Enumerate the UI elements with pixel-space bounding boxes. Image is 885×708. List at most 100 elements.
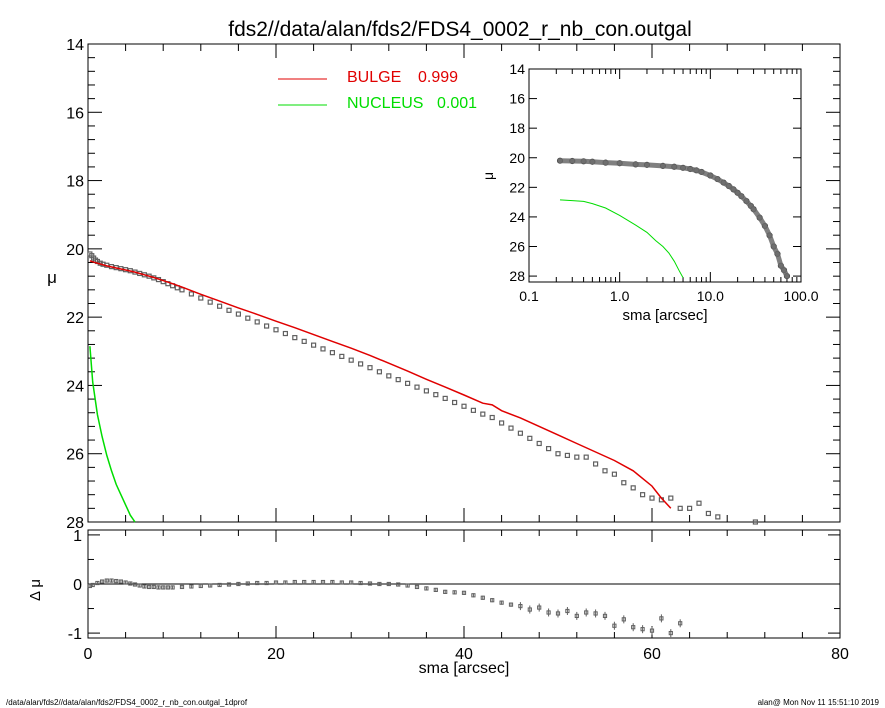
residual-point [518, 603, 523, 609]
residual-point [668, 630, 673, 636]
main-data-point [301, 338, 307, 344]
main-y-tick-label: 14 [66, 37, 84, 54]
nucleus-model-curve [89, 346, 136, 523]
main-data-point [348, 357, 354, 363]
residual-point [189, 584, 194, 589]
main-data-point [545, 445, 552, 452]
main-data-point [602, 468, 608, 474]
inset-y-tick-label: 22 [509, 179, 525, 195]
residual-point [602, 613, 608, 619]
residual-point [302, 579, 307, 585]
inset-x-axis-label: sma [arcsec] [622, 307, 707, 324]
inset-y-tick-label: 24 [509, 209, 525, 225]
main-y-tick-label: 18 [66, 174, 84, 191]
residual-point [621, 617, 626, 622]
main-data-point [264, 323, 270, 329]
residual-point [443, 589, 448, 594]
residual-x-tick-label: 0 [84, 646, 93, 663]
residual-point [320, 579, 326, 585]
residual-point [137, 583, 142, 588]
residual-point [104, 578, 109, 583]
residual-point [330, 579, 335, 585]
main-data-point [367, 365, 373, 371]
residual-point [161, 585, 166, 590]
residual-point [584, 610, 589, 615]
main-y-axis-label: μ [47, 268, 57, 287]
main-data-point [273, 327, 279, 333]
main-data-point [564, 452, 571, 459]
residual-point [396, 582, 401, 587]
inset-y-tick-label: 28 [509, 268, 525, 284]
main-data-point [705, 510, 712, 517]
main-data-point [668, 495, 674, 501]
main-data-point [508, 425, 514, 431]
residual-point [659, 616, 664, 621]
residual-point [156, 585, 161, 590]
residual-point [358, 580, 363, 586]
residual-y-tick-label: 1 [73, 528, 82, 545]
main-data-point [433, 392, 439, 398]
main-data-point [282, 330, 288, 337]
residual-point [208, 583, 213, 588]
main-data-point [198, 295, 204, 301]
main-data-point [254, 319, 260, 325]
residual-point [574, 613, 579, 619]
inset-model-curves [559, 199, 684, 278]
residual-x-axis-label: sma [arcsec] [419, 660, 510, 677]
main-data-point [715, 514, 721, 520]
residual-point [339, 580, 344, 585]
residual-x-tick-label: 80 [831, 646, 849, 663]
residual-point [217, 582, 222, 588]
main-data-point [621, 480, 627, 486]
main-data-point [376, 369, 382, 375]
main-data-points [87, 251, 759, 525]
residual-point [546, 610, 551, 615]
main-data-point [649, 495, 655, 501]
residual-point [236, 581, 241, 587]
residual-point [151, 584, 156, 590]
residual-point [226, 582, 232, 587]
legend: BULGE 0.999 NUCLEUS 0.001 [278, 69, 477, 112]
main-data-point [461, 403, 467, 409]
inset-y-tick-label: 20 [509, 150, 525, 166]
main-data-point [696, 500, 702, 506]
inset-y-tick-label: 26 [509, 239, 525, 255]
main-axis-ticks: 14 16 18 20 22 24 26 28 [66, 37, 841, 532]
residual-y-tick-label: 0 [73, 577, 82, 594]
main-data-point [752, 519, 759, 525]
residual-point [499, 600, 504, 605]
main-data-point [499, 420, 505, 426]
residual-axis-ticks: 10-10 20 40 60 80 [68, 528, 849, 663]
residual-x-tick-label: 20 [267, 646, 285, 663]
residual-point [311, 579, 316, 585]
main-data-point [452, 399, 458, 406]
main-data-point [414, 384, 420, 390]
main-data-point [358, 361, 364, 367]
residual-point [414, 584, 420, 590]
residual-panel: 10-10 20 40 60 80 Δ μ sma [arcsec] [27, 528, 849, 677]
main-data-point [442, 395, 448, 402]
main-data-point [583, 454, 589, 460]
main-data-point [517, 430, 524, 436]
residual-point [405, 583, 410, 588]
residual-point [452, 590, 457, 595]
residual-point [433, 587, 438, 592]
main-data-point [480, 411, 486, 417]
residual-y-axis-label: Δ μ [27, 579, 44, 601]
main-data-point [489, 414, 495, 421]
residual-point [349, 580, 354, 585]
main-data-point [395, 377, 401, 383]
inset-y-tick-label: 14 [509, 61, 525, 77]
inset-data-points [556, 157, 791, 280]
main-data-point [386, 373, 392, 379]
main-y-tick-label: 28 [66, 515, 84, 532]
residual-point [490, 598, 495, 603]
main-data-point [207, 299, 213, 305]
residual-point [640, 627, 645, 632]
residual-point [100, 579, 105, 584]
residual-point [678, 621, 683, 626]
residual-point [142, 584, 147, 589]
residual-point [480, 595, 485, 600]
footer-user-timestamp: alan@ Mon Nov 11 15:51:10 2019 [757, 698, 879, 707]
main-data-point [320, 346, 326, 352]
